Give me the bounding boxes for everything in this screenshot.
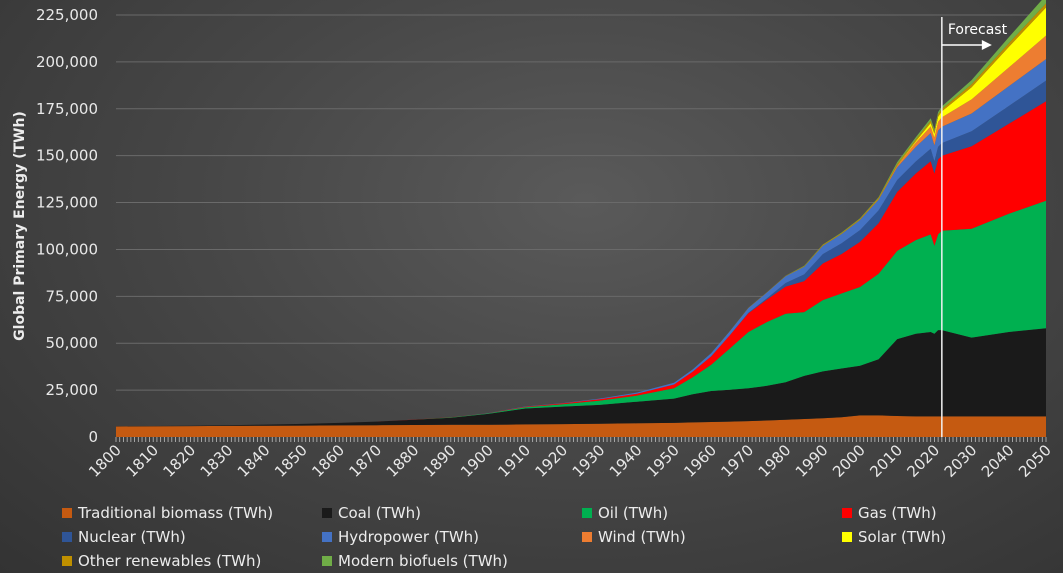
forecast-annotation: Forecast — [941, 17, 1008, 437]
x-tick-label: 1930 — [569, 441, 609, 481]
forecast-label: Forecast — [948, 22, 1008, 38]
legend-swatch-icon — [322, 508, 332, 518]
x-tick-label: 1890 — [420, 441, 460, 481]
axes — [115, 437, 1047, 442]
legend-item: Hydropower (TWh) — [322, 526, 582, 548]
legend-label: Wind (TWh) — [598, 528, 686, 546]
area-oil — [116, 200, 1046, 427]
x-tick-label: 2000 — [829, 441, 869, 481]
legend-label: Solar (TWh) — [858, 528, 947, 546]
y-tick-label: 200,000 — [36, 53, 98, 71]
y-tick-label: 125,000 — [36, 194, 98, 212]
x-tick-label: 2050 — [1015, 441, 1055, 481]
legend-label: Nuclear (TWh) — [78, 528, 186, 546]
legend-label: Gas (TWh) — [858, 504, 937, 522]
legend-item: Gas (TWh) — [842, 502, 1062, 524]
legend-swatch-icon — [62, 508, 72, 518]
y-axis-label: Global Primary Energy (TWh) — [12, 111, 28, 341]
legend-item: Solar (TWh) — [842, 526, 1062, 548]
x-tick-label: 1850 — [271, 441, 311, 481]
legend-swatch-icon — [322, 532, 332, 542]
legend-swatch-icon — [582, 508, 592, 518]
x-tick-labels: 1800181018201830184018501860187018801890… — [85, 441, 1055, 481]
y-tick-label: 75,000 — [46, 287, 99, 305]
x-tick-label: 2020 — [903, 441, 943, 481]
legend-label: Modern biofuels (TWh) — [338, 552, 508, 570]
legend-label: Coal (TWh) — [338, 504, 421, 522]
legend-label: Traditional biomass (TWh) — [78, 504, 274, 522]
x-tick-label: 2010 — [866, 441, 906, 481]
legend-swatch-icon — [842, 532, 852, 542]
legend-label: Oil (TWh) — [598, 504, 669, 522]
x-tick-label: 1970 — [717, 441, 757, 481]
legend-swatch-icon — [582, 532, 592, 542]
x-tick-label: 1800 — [85, 441, 125, 481]
legend-item: Traditional biomass (TWh) — [62, 502, 322, 524]
legend-swatch-icon — [322, 556, 332, 566]
x-tick-label: 1980 — [755, 441, 795, 481]
x-tick-label: 1990 — [792, 441, 832, 481]
x-tick-label: 2040 — [978, 441, 1018, 481]
x-tick-label: 1820 — [159, 441, 199, 481]
area-gas — [116, 101, 1046, 427]
area-coal — [116, 328, 1046, 427]
y-tick-label: 50,000 — [46, 334, 99, 352]
x-tick-label: 1830 — [197, 441, 237, 481]
y-tick-label: 175,000 — [36, 100, 98, 118]
legend-item: Coal (TWh) — [322, 502, 582, 524]
area-traditional-biomass — [116, 415, 1046, 437]
x-tick-label: 1860 — [308, 441, 348, 481]
y-tick-labels: 0 25,000 50,000 75,000 100,000 125,000 150,000… — [36, 6, 98, 446]
x-tick-label: 1810 — [122, 441, 162, 481]
legend-label: Other renewables (TWh) — [78, 552, 262, 570]
x-tick-label: 1840 — [234, 441, 274, 481]
x-tick-label: 1920 — [531, 441, 571, 481]
legend-item: Modern biofuels (TWh) — [322, 550, 582, 572]
x-tick-label: 1900 — [457, 441, 497, 481]
y-tick-label: 100,000 — [36, 240, 98, 258]
x-tick-label: 1870 — [345, 441, 385, 481]
x-tick-label: 1910 — [494, 441, 534, 481]
legend-item: Nuclear (TWh) — [62, 526, 322, 548]
legend-swatch-icon — [842, 508, 852, 518]
y-tick-label: 25,000 — [46, 381, 99, 399]
arrowhead-icon — [981, 40, 992, 50]
y-tick-label: 0 — [88, 428, 98, 446]
gridlines — [116, 14, 1046, 391]
x-tick-label: 1940 — [606, 441, 646, 481]
chart-legend: Traditional biomass (TWh) Coal (TWh) Oil (… — [62, 502, 1062, 572]
area-series-layer — [116, 0, 1046, 437]
x-tick-label: 1960 — [680, 441, 720, 481]
legend-item: Wind (TWh) — [582, 526, 842, 548]
legend-swatch-icon — [62, 532, 72, 542]
x-tick-label: 2030 — [941, 441, 981, 481]
y-tick-label: 150,000 — [36, 147, 98, 165]
legend-item: Other renewables (TWh) — [62, 550, 322, 572]
x-tick-label: 1950 — [643, 441, 683, 481]
y-tick-label: 225,000 — [36, 6, 98, 24]
legend-item: Oil (TWh) — [582, 502, 842, 524]
legend-label: Hydropower (TWh) — [338, 528, 480, 546]
x-tick-label: 1880 — [383, 441, 423, 481]
legend-swatch-icon — [62, 556, 72, 566]
